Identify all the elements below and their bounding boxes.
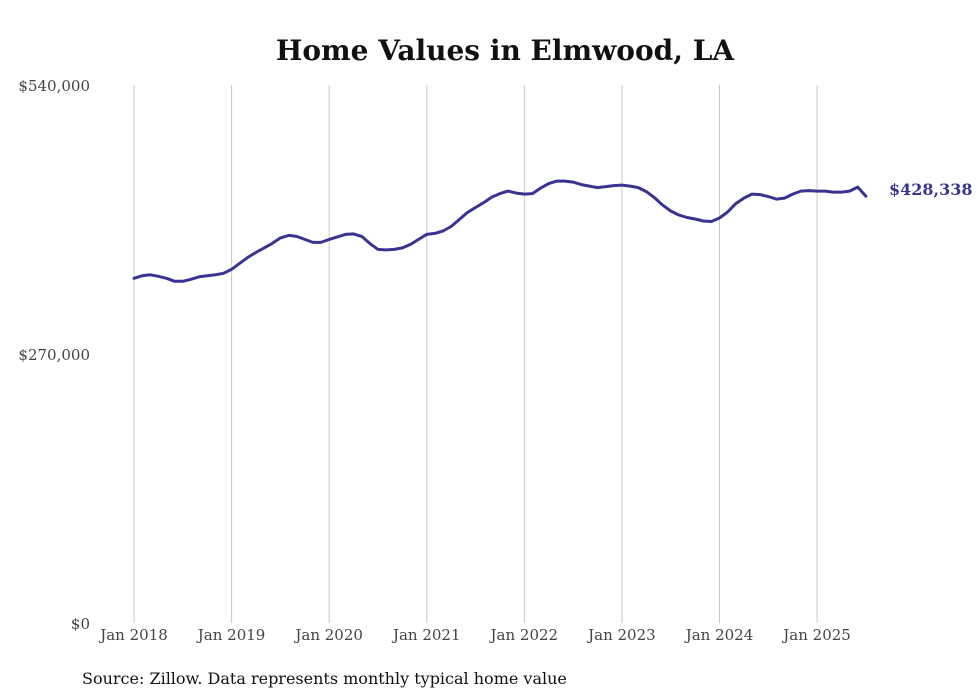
x-tick-label: Jan 2023: [586, 626, 656, 644]
y-tick-label: $270,000: [18, 346, 90, 364]
x-tick-label: Jan 2021: [391, 626, 461, 644]
y-axis: $540,000 $270,000 $0: [18, 77, 90, 633]
chart-title: Home Values in Elmwood, LA: [276, 34, 736, 67]
series-line: [132, 179, 868, 283]
series-layer: [132, 179, 868, 283]
x-tick-label: Jan 2018: [98, 626, 168, 644]
x-tick-label: Jan 2022: [489, 626, 559, 644]
y-tick-label: $540,000: [18, 77, 90, 95]
x-tick-label: Jan 2020: [293, 626, 363, 644]
x-axis: Jan 2018 Jan 2019 Jan 2020 Jan 2021 Jan 2022…: [98, 626, 851, 644]
x-tick-label: Jan 2019: [196, 626, 266, 644]
source-note: Source: Zillow. Data represents monthly …: [82, 669, 567, 688]
x-tick-label: Jan 2025: [781, 626, 851, 644]
end-value-label: $428,338: [889, 180, 973, 199]
y-tick-label: $0: [71, 615, 90, 633]
grid: [133, 85, 818, 623]
x-tick-label: Jan 2024: [684, 626, 754, 644]
